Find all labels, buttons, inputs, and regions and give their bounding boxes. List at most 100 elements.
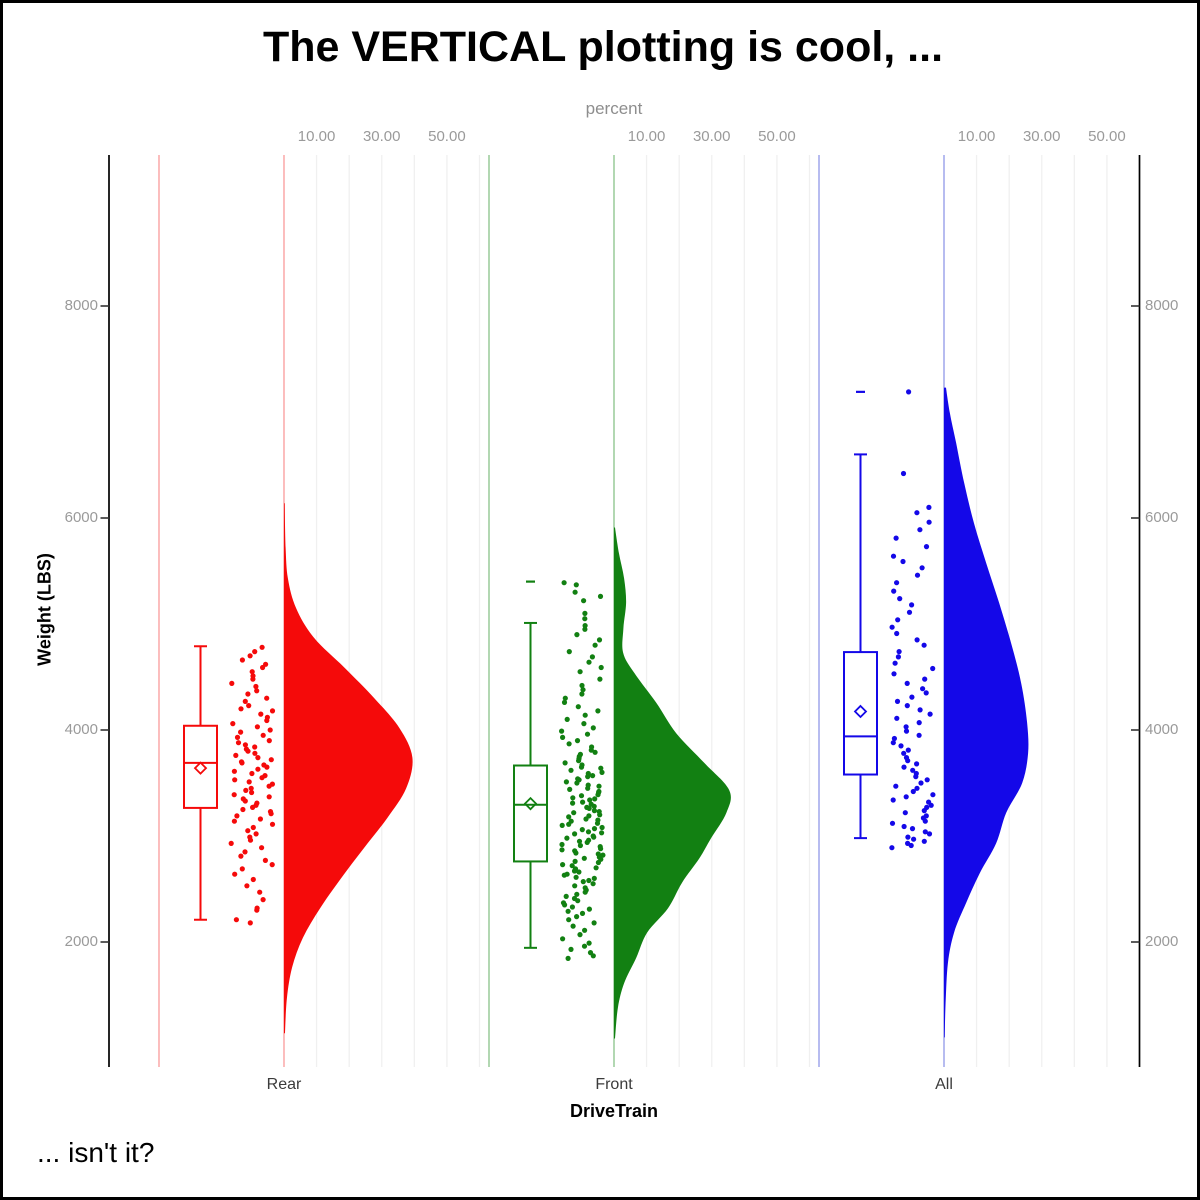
jitter-point-all <box>905 758 911 764</box>
jitter-point-front <box>571 868 578 874</box>
jitter-point-front <box>563 893 569 900</box>
jitter-point-all <box>901 823 907 830</box>
jitter-point-rear <box>233 752 239 759</box>
jitter-point-front <box>591 808 598 814</box>
jitter-point-all <box>914 637 920 643</box>
jitter-point-front <box>580 879 586 885</box>
jitter-point-rear <box>266 738 272 744</box>
jitter-point-all <box>890 553 897 559</box>
y-axis-label: Weight (LBS) <box>34 553 55 666</box>
jitter-point-all <box>926 519 932 525</box>
jitter-point-all <box>903 794 909 800</box>
jitter-point-front <box>591 826 598 832</box>
jitter-point-rear <box>238 729 244 735</box>
jitter-point-all <box>909 826 916 832</box>
jitter-point-front <box>572 831 578 837</box>
jitter-point-front <box>581 721 587 727</box>
jitter-point-all <box>891 735 898 742</box>
jitter-point-rear <box>247 837 254 843</box>
jitter-point-front <box>561 699 568 706</box>
jitter-point-all <box>908 842 914 849</box>
jitter-point-front <box>582 626 588 632</box>
jitter-point-rear <box>231 818 237 824</box>
jitter-point-rear <box>245 828 251 834</box>
x-axis-category-label-rear: Rear <box>266 1076 302 1093</box>
jitter-point-all <box>916 720 922 726</box>
jitter-point-rear <box>266 783 272 789</box>
jitter-point-rear <box>253 683 259 690</box>
y-axis-tick-label-right: 2000 <box>1145 933 1179 950</box>
jitter-point-all <box>891 671 897 677</box>
jitter-point-rear <box>255 766 261 772</box>
jitter-point-front <box>570 923 576 929</box>
jitter-point-front <box>574 780 580 786</box>
jitter-point-front <box>581 943 588 949</box>
jitter-point-front <box>559 847 565 853</box>
jitter-point-all <box>906 389 912 395</box>
jitter-point-front <box>597 676 603 682</box>
top-axis-tick-label: 30.00 <box>692 128 731 145</box>
jitter-point-rear <box>250 676 256 682</box>
plot-area-svg <box>100 155 1141 1067</box>
jitter-point-front <box>596 637 603 643</box>
box-rect-front <box>513 764 548 863</box>
y-axis-tick-label-left: 2000 <box>64 933 98 950</box>
jitter-point-front <box>569 904 576 910</box>
jitter-point-front <box>561 872 567 878</box>
jitter-point-all <box>927 711 933 717</box>
jitter-point-rear <box>269 862 275 868</box>
jitter-point-front <box>578 793 585 799</box>
jitter-point-front <box>595 792 601 798</box>
jitter-point-front <box>583 816 589 822</box>
y-axis-tick-label-left: 4000 <box>64 721 98 738</box>
jitter-point-front <box>582 889 588 895</box>
violin-shape-rear <box>284 503 413 1034</box>
jitter-point-all <box>900 558 906 565</box>
jitter-point-all <box>890 740 896 746</box>
jitter-point-front <box>565 955 571 962</box>
jitter-point-all <box>919 565 925 571</box>
jitter-point-all <box>917 527 923 533</box>
jitter-point-front <box>566 917 572 923</box>
jitter-point-front <box>560 862 566 868</box>
jitter-point-front <box>574 914 580 920</box>
jitter-point-rear <box>235 740 242 746</box>
jitter-point-front <box>595 708 601 714</box>
jitter-point-all <box>893 783 899 789</box>
jitter-point-rear <box>264 695 270 701</box>
box-mean-diamond-rear <box>193 761 208 775</box>
jitter-point-front <box>598 846 604 852</box>
jitter-point-front <box>599 824 605 831</box>
jitter-point-all <box>914 761 920 767</box>
jitter-point-front <box>582 610 588 617</box>
jitter-point-front <box>586 877 592 884</box>
jitter-point-all <box>914 510 920 516</box>
jitter-point-all <box>926 504 932 510</box>
jitter-point-front <box>561 580 567 586</box>
jitter-point-front <box>576 869 582 875</box>
jitter-point-rear <box>246 779 252 785</box>
jitter-point-rear <box>240 806 246 813</box>
box-rect-rear <box>183 724 218 809</box>
jitter-point-front <box>590 725 596 731</box>
jitter-point-rear <box>246 703 252 709</box>
jitter-point-front <box>579 682 585 689</box>
box-rect-all <box>843 651 878 776</box>
jitter-point-front <box>591 920 597 926</box>
jitter-point-all <box>894 698 901 705</box>
jitter-point-front <box>569 863 575 869</box>
jitter-point-rear <box>247 920 253 926</box>
jitter-point-rear <box>233 917 239 923</box>
jitter-point-front <box>581 855 587 861</box>
jitter-point-all <box>921 808 927 814</box>
jitter-point-rear <box>230 721 236 727</box>
jitter-point-front <box>564 716 570 723</box>
jitter-point-rear <box>268 757 274 763</box>
jitter-point-rear <box>257 816 263 822</box>
jitter-point-front <box>596 783 602 789</box>
jitter-point-all <box>921 838 927 844</box>
jitter-point-rear <box>259 644 265 650</box>
jitter-point-rear <box>238 853 244 859</box>
jitter-point-front <box>577 669 583 675</box>
jitter-point-all <box>895 617 901 623</box>
